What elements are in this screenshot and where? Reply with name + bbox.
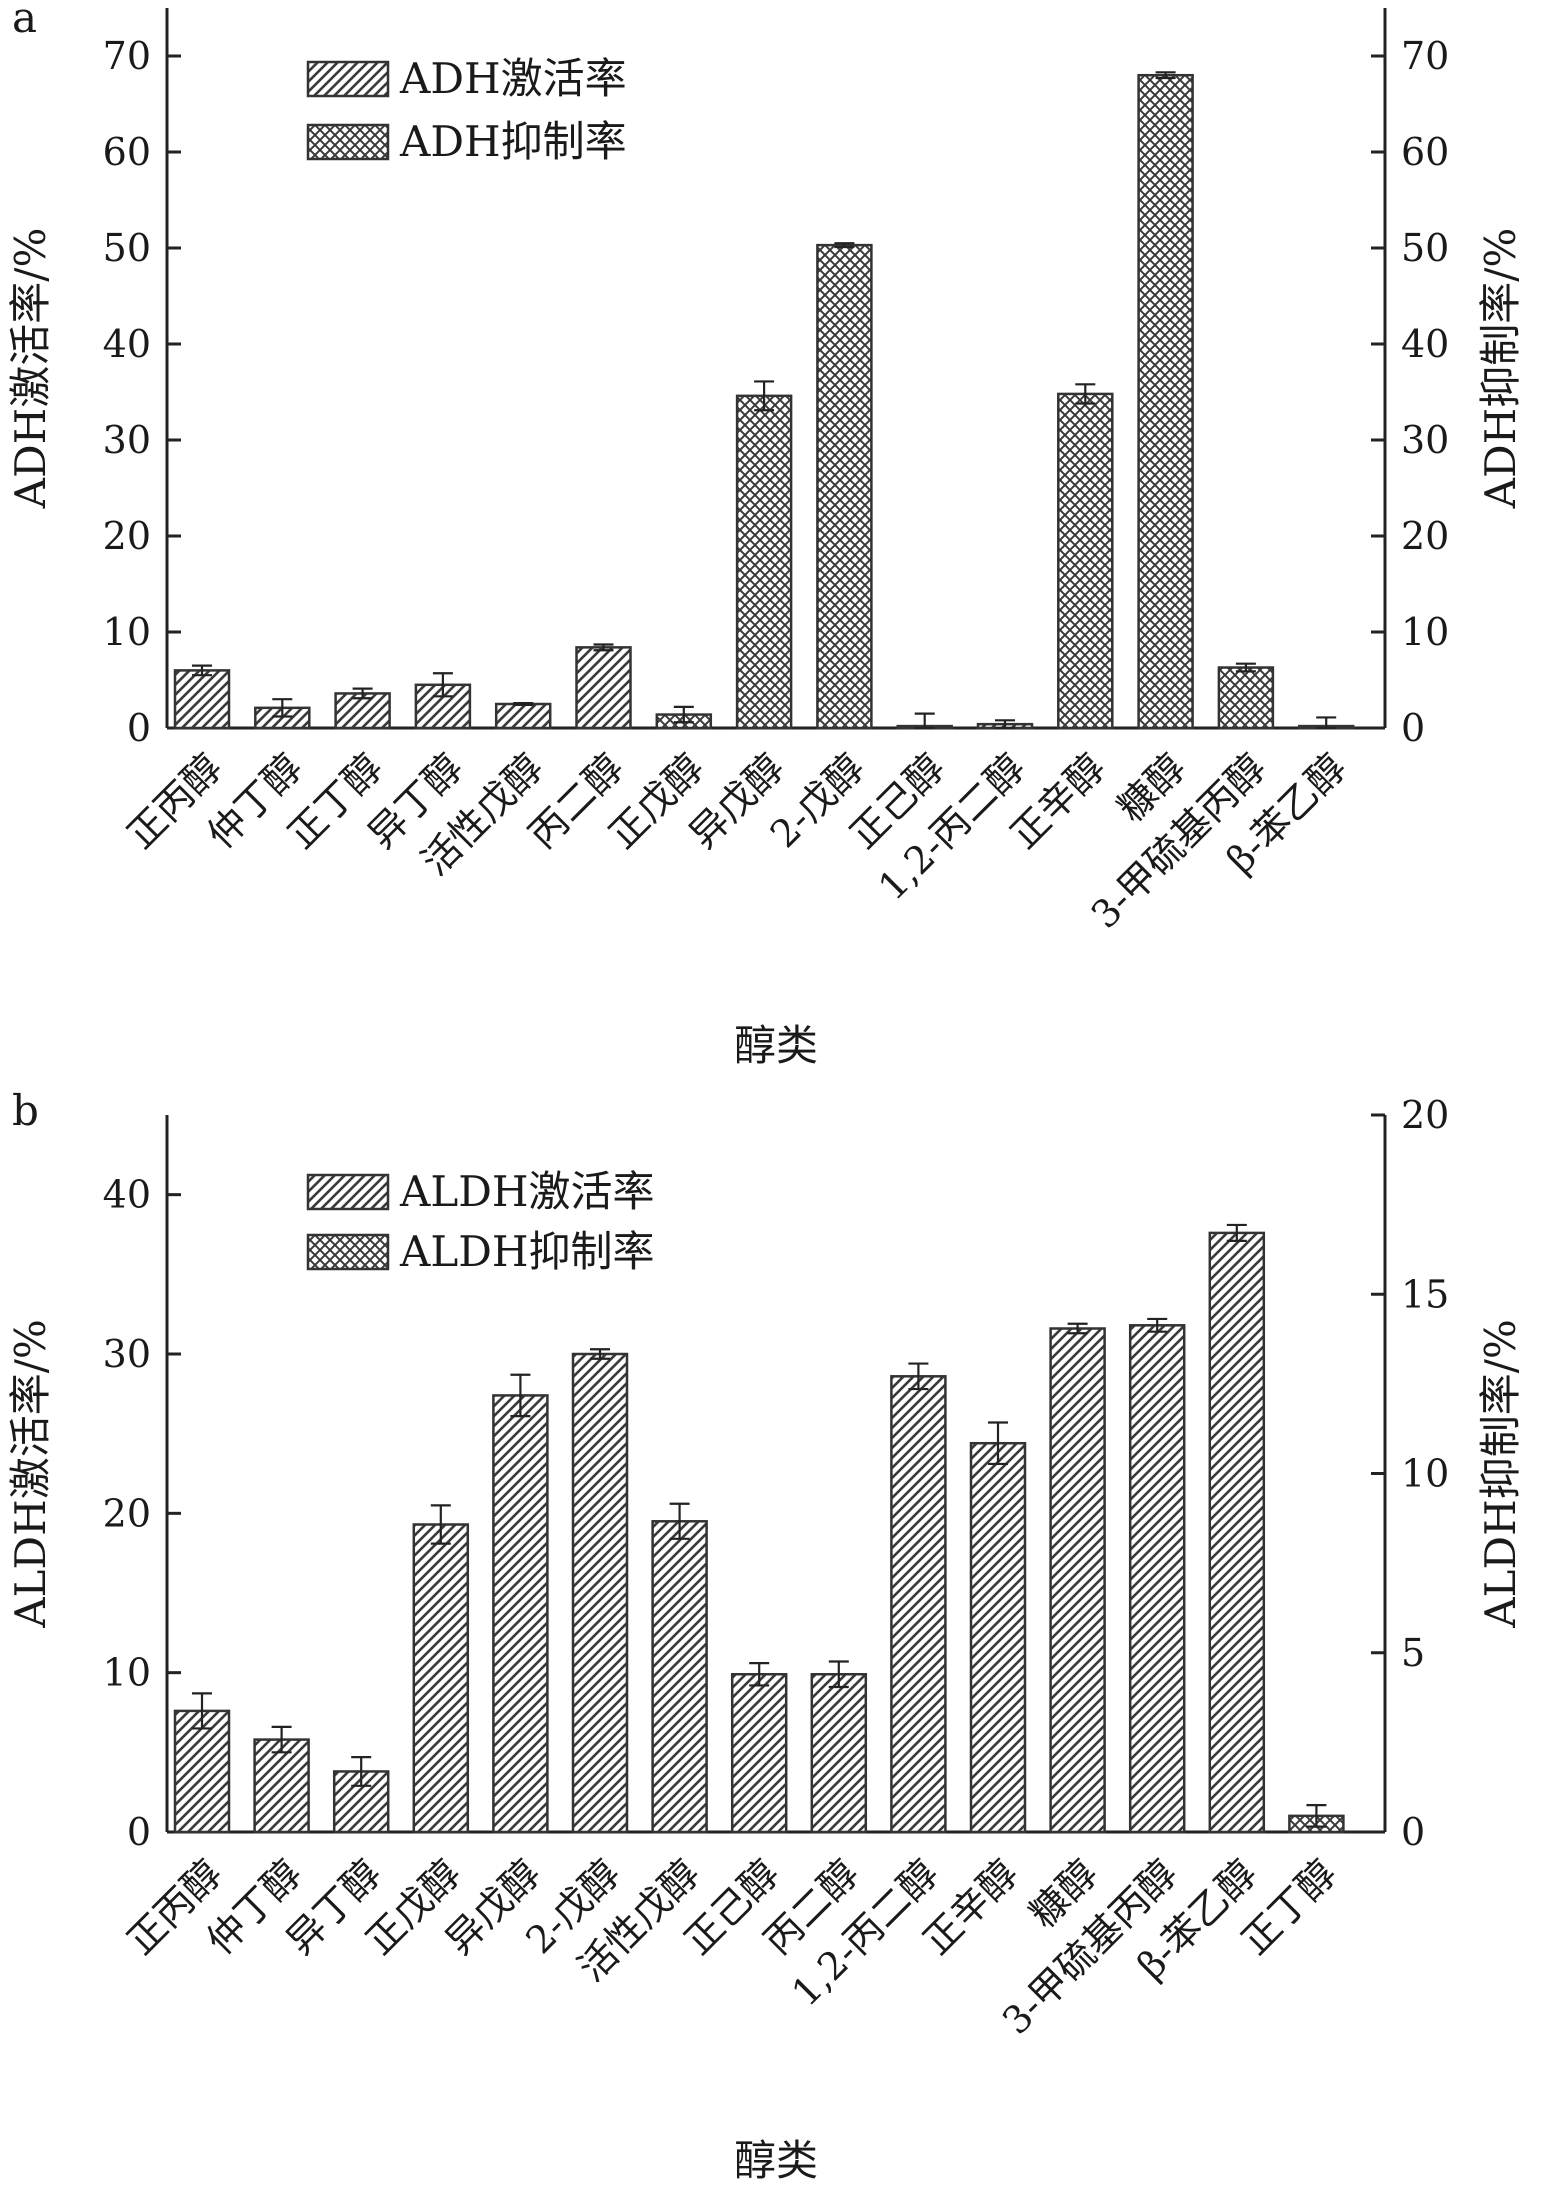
left-tick-label: 20 xyxy=(103,514,151,558)
left-tick-label: 70 xyxy=(103,34,151,78)
bar xyxy=(571,1352,629,1834)
legend-swatch xyxy=(306,1233,390,1271)
y-axis-title-left: ALDH激活率/% xyxy=(6,1319,55,1629)
bar xyxy=(332,1770,390,1834)
left-tick-label: 20 xyxy=(103,1491,151,1535)
left-tick-label: 30 xyxy=(103,1332,151,1376)
right-tick-label: 0 xyxy=(1401,706,1425,750)
bar xyxy=(651,1520,708,1834)
bar xyxy=(810,1673,868,1834)
bar xyxy=(173,1709,231,1834)
right-tick-label: 40 xyxy=(1401,322,1449,366)
legend-swatch xyxy=(306,1173,390,1211)
bar xyxy=(969,1441,1027,1834)
bar xyxy=(730,1673,788,1834)
right-tick-label: 20 xyxy=(1401,1093,1449,1137)
right-tick-label: 0 xyxy=(1401,1810,1425,1854)
x-axis-title: 醇类 xyxy=(734,1021,818,1070)
right-tick-label: 60 xyxy=(1401,130,1449,174)
bar xyxy=(173,669,231,730)
y-axis-title-right: ADH抑制率/% xyxy=(1476,228,1525,510)
right-tick-label: 10 xyxy=(1401,610,1449,654)
legend-label: ADH激活率 xyxy=(399,54,627,103)
right-tick-label: 5 xyxy=(1401,1631,1425,1675)
bar xyxy=(816,243,873,730)
right-tick-label: 70 xyxy=(1401,34,1449,78)
panel-letter: a xyxy=(12,0,37,42)
y-axis-title-right: ALDH抑制率/% xyxy=(1476,1319,1525,1629)
legend-label: ALDH抑制率 xyxy=(399,1227,655,1276)
bar xyxy=(412,1523,470,1834)
left-tick-label: 0 xyxy=(127,1810,151,1854)
y-axis-title-left: ADH激活率/% xyxy=(6,228,55,510)
right-tick-label: 15 xyxy=(1401,1272,1449,1316)
left-tick-label: 60 xyxy=(103,130,151,174)
bar xyxy=(1137,73,1194,730)
right-tick-label: 30 xyxy=(1401,418,1449,462)
left-tick-label: 40 xyxy=(103,1173,151,1217)
left-tick-label: 50 xyxy=(103,226,151,270)
bar xyxy=(1217,666,1275,730)
chart-panel-a: 010203040506070010203040506070正丙醇仲丁醇正丁醇异… xyxy=(6,0,1525,1070)
bar xyxy=(1128,1324,1186,1834)
right-tick-label: 50 xyxy=(1401,226,1449,270)
left-tick-label: 10 xyxy=(103,1651,151,1695)
bar xyxy=(1057,392,1114,730)
right-tick-label: 10 xyxy=(1401,1452,1449,1496)
legend-label: ADH抑制率 xyxy=(399,117,627,166)
chart-panel-b: 01020304005101520正丙醇仲丁醇异丁醇正戊醇异戊醇2-戊醇活性戊醇… xyxy=(6,1086,1525,2185)
bar xyxy=(575,646,632,730)
bar xyxy=(253,1738,310,1834)
legend-label: ALDH激活率 xyxy=(399,1167,655,1216)
left-tick-label: 0 xyxy=(127,706,151,750)
panel-letter: b xyxy=(12,1086,39,1135)
bar xyxy=(1208,1231,1266,1834)
legend-swatch xyxy=(306,60,390,98)
legend-swatch xyxy=(306,123,390,161)
bar xyxy=(890,1375,947,1834)
left-tick-label: 10 xyxy=(103,610,151,654)
bar xyxy=(492,1394,549,1834)
left-tick-label: 40 xyxy=(103,322,151,366)
right-tick-label: 20 xyxy=(1401,514,1449,558)
bar xyxy=(494,702,552,730)
bar xyxy=(1049,1327,1106,1834)
bar xyxy=(735,394,793,730)
x-axis-title: 醇类 xyxy=(734,2136,818,2185)
left-tick-label: 30 xyxy=(103,418,151,462)
